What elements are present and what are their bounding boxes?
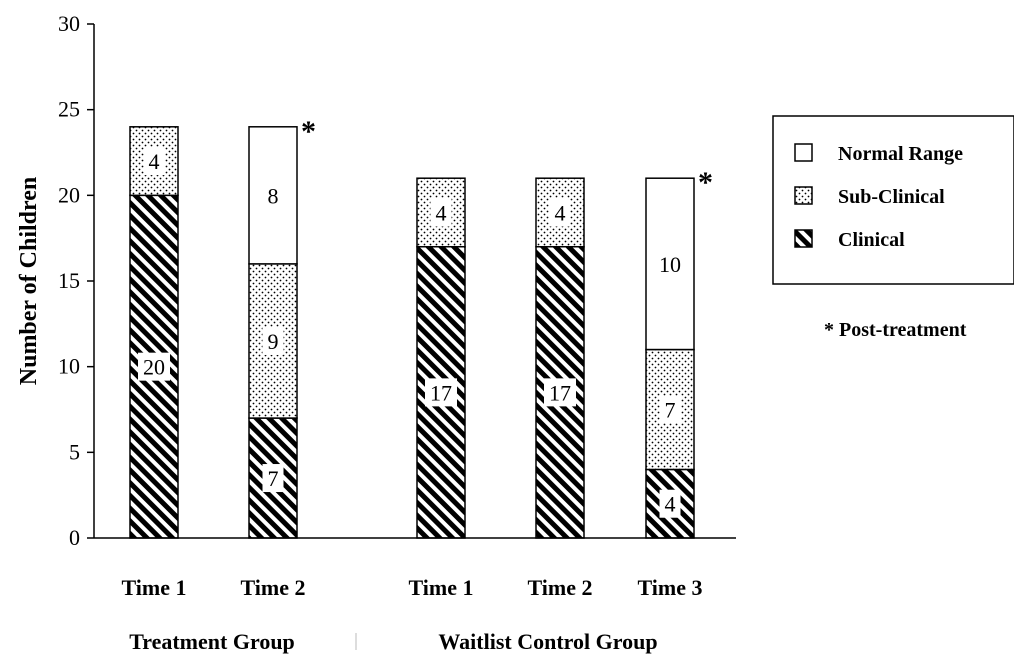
y-tick-label: 25: [58, 97, 80, 122]
bars: 20 4 7 9 8 * 17 4 17 4 4 7 10 *: [94, 115, 736, 539]
y-tick-label: 5: [69, 439, 80, 464]
legend-swatch: [794, 186, 813, 205]
segment-label-bg: [544, 378, 576, 407]
segment-label-bg: [659, 395, 681, 424]
y-axis: 0 5 10 15 20 25 30: [58, 11, 95, 550]
x-category-label: Time 2: [528, 575, 593, 600]
legend-swatch: [794, 229, 813, 248]
segment-label-bg: [659, 489, 681, 518]
segment-value-label: 4: [149, 149, 160, 174]
legend-label: Sub-Clinical: [838, 186, 945, 208]
legend-label: Normal Range: [838, 143, 963, 165]
y-tick-label: 10: [58, 354, 80, 379]
y-tick-label: 20: [58, 182, 80, 207]
legend-label: Clinical: [838, 229, 905, 251]
segment-label-bg: [262, 464, 284, 493]
x-category-label: Time 3: [638, 575, 703, 600]
legend-box: [772, 115, 1014, 285]
x-category-label: Time 1: [122, 575, 187, 600]
y-tick-label: 15: [58, 268, 80, 293]
y-tick-label: 30: [58, 11, 80, 36]
x-category-label: Time 1: [409, 575, 474, 600]
segment-value-label: 8: [268, 183, 279, 208]
x-axis-labels: Time 1 Time 2 Time 1 Time 2 Time 3 Treatment …: [122, 575, 703, 654]
segment-label-bg: [262, 326, 284, 355]
group-label: Treatment Group: [129, 629, 295, 654]
segment-label-bg: [549, 198, 571, 227]
segment-label-bg: [138, 352, 170, 381]
post-treatment-marker: *: [698, 166, 713, 199]
segment-label-bg: [430, 198, 452, 227]
bar-segment-normal-range: [645, 177, 695, 351]
post-treatment-note: * Post-treatment: [824, 319, 967, 341]
y-axis-title: Number of Children: [16, 177, 42, 385]
segment-value-label: 9: [268, 329, 279, 354]
segment-value-label: 10: [659, 252, 681, 277]
segment-value-label: 17: [549, 380, 571, 405]
post-treatment-marker: *: [301, 115, 316, 148]
x-category-label: Time 2: [241, 575, 306, 600]
segment-value-label: 7: [268, 466, 279, 491]
segment-value-label: 4: [555, 200, 566, 225]
segment-value-label: 20: [143, 355, 165, 380]
segment-label-bg: [143, 147, 165, 176]
legend-swatch: [794, 143, 813, 162]
group-label: Waitlist Control Group: [438, 629, 657, 654]
segment-value-label: 7: [665, 398, 676, 423]
segment-value-label: 4: [436, 200, 447, 225]
bar-segment-normal-range: [248, 126, 298, 265]
y-tick-label: 0: [69, 525, 80, 550]
segment-value-label: 4: [665, 492, 676, 517]
segment-label-bg: [425, 378, 457, 407]
legend: Normal Range Sub-Clinical Clinical: [772, 115, 1014, 285]
segment-value-label: 17: [430, 380, 452, 405]
